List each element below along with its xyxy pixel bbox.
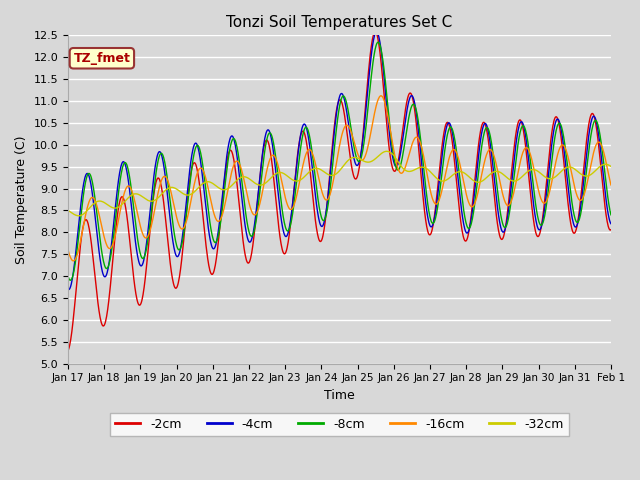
Text: TZ_fmet: TZ_fmet — [74, 52, 131, 65]
Legend: -2cm, -4cm, -8cm, -16cm, -32cm: -2cm, -4cm, -8cm, -16cm, -32cm — [110, 413, 569, 436]
Y-axis label: Soil Temperature (C): Soil Temperature (C) — [15, 135, 28, 264]
X-axis label: Time: Time — [324, 389, 355, 402]
Title: Tonzi Soil Temperatures Set C: Tonzi Soil Temperatures Set C — [227, 15, 452, 30]
